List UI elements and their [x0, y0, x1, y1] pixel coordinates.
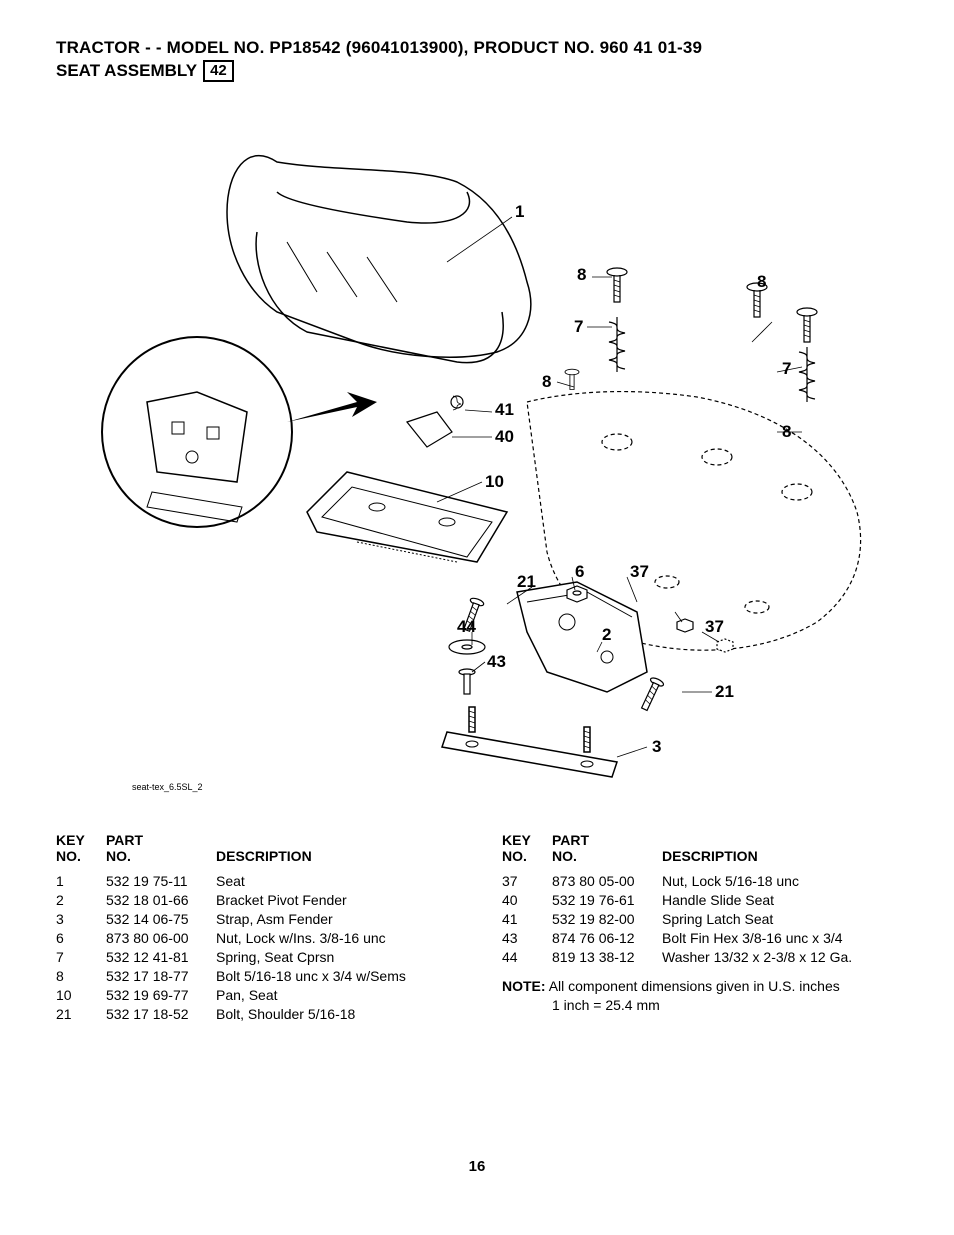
assembly-number-box: 42 — [203, 60, 234, 82]
svg-text:8: 8 — [757, 272, 766, 291]
exploded-diagram: 1 8 8 7 7 8 8 41 40 10 21 6 37 37 44 43 … — [77, 112, 877, 792]
cell-key: 21 — [56, 1005, 106, 1024]
svg-text:3: 3 — [652, 737, 661, 756]
cell-desc: Handle Slide Seat — [662, 891, 898, 910]
svg-text:21: 21 — [715, 682, 734, 701]
table-row: 43874 76 06-12Bolt Fin Hex 3/8-16 unc x … — [502, 929, 898, 948]
note-line1: All component dimensions given in U.S. i… — [549, 978, 840, 994]
svg-text:44: 44 — [457, 617, 476, 636]
table-row: 10532 19 69-77Pan, Seat — [56, 986, 452, 1005]
svg-text:8: 8 — [542, 372, 551, 391]
cell-key: 43 — [502, 929, 552, 948]
cell-part: 873 80 05-00 — [552, 872, 662, 891]
cell-key: 2 — [56, 891, 106, 910]
cell-part: 532 14 06-75 — [106, 910, 216, 929]
subtitle-text: SEAT ASSEMBLY — [56, 61, 197, 81]
note-label: NOTE: — [502, 978, 546, 994]
cell-key: 1 — [56, 872, 106, 891]
cell-part: 532 18 01-66 — [106, 891, 216, 910]
table-row: 41532 19 82-00Spring Latch Seat — [502, 910, 898, 929]
cell-part: 532 12 41-81 — [106, 948, 216, 967]
cell-part: 819 13 38-12 — [552, 948, 662, 967]
svg-text:43: 43 — [487, 652, 506, 671]
header-key: KEYNO. — [56, 832, 106, 864]
cell-desc: Bolt, Shoulder 5/16-18 — [216, 1005, 452, 1024]
svg-text:21: 21 — [517, 572, 536, 591]
cell-desc: Nut, Lock 5/16-18 unc — [662, 872, 898, 891]
table-row: 8532 17 18-77Bolt 5/16-18 unc x 3/4 w/Se… — [56, 967, 452, 986]
cell-desc: Seat — [216, 872, 452, 891]
cell-part: 532 19 82-00 — [552, 910, 662, 929]
svg-text:7: 7 — [574, 317, 583, 336]
svg-text:8: 8 — [577, 265, 586, 284]
cell-desc: Spring, Seat Cprsn — [216, 948, 452, 967]
svg-text:40: 40 — [495, 427, 514, 446]
svg-text:37: 37 — [630, 562, 649, 581]
page-title: TRACTOR - - MODEL NO. PP18542 (960410139… — [56, 38, 898, 58]
cell-key: 3 — [56, 910, 106, 929]
svg-text:6: 6 — [575, 562, 584, 581]
table-row: 21532 17 18-52Bolt, Shoulder 5/16-18 — [56, 1005, 452, 1024]
cell-desc: Nut, Lock w/Ins. 3/8-16 unc — [216, 929, 452, 948]
cell-part: 873 80 06-00 — [106, 929, 216, 948]
table-row: 7532 12 41-81Spring, Seat Cprsn — [56, 948, 452, 967]
cell-key: 7 — [56, 948, 106, 967]
cell-key: 40 — [502, 891, 552, 910]
table-row: 6873 80 06-00Nut, Lock w/Ins. 3/8-16 unc — [56, 929, 452, 948]
svg-text:2: 2 — [602, 625, 611, 644]
table-row: 2532 18 01-66Bracket Pivot Fender — [56, 891, 452, 910]
table-row: 44819 13 38-12Washer 13/32 x 2-3/8 x 12 … — [502, 948, 898, 967]
header-part: PARTNO. — [552, 832, 662, 864]
cell-desc: Spring Latch Seat — [662, 910, 898, 929]
page-number: 16 — [0, 1158, 954, 1175]
parts-right-column: KEYNO. PARTNO. DESCRIPTION 37873 80 05-0… — [502, 832, 898, 1024]
svg-text:41: 41 — [495, 400, 514, 419]
cell-key: 8 — [56, 967, 106, 986]
cell-part: 532 19 69-77 — [106, 986, 216, 1005]
cell-key: 10 — [56, 986, 106, 1005]
svg-text:8: 8 — [782, 422, 791, 441]
header-desc: DESCRIPTION — [216, 832, 452, 864]
table-row: 37873 80 05-00Nut, Lock 5/16-18 unc — [502, 872, 898, 891]
cell-part: 532 19 75-11 — [106, 872, 216, 891]
note-line2: 1 inch = 25.4 mm — [552, 997, 660, 1013]
cell-part: 874 76 06-12 — [552, 929, 662, 948]
cell-desc: Strap, Asm Fender — [216, 910, 452, 929]
header-key: KEYNO. — [502, 832, 552, 864]
header-part: PARTNO. — [106, 832, 216, 864]
cell-part: 532 17 18-52 — [106, 1005, 216, 1024]
cell-part: 532 19 76-61 — [552, 891, 662, 910]
cell-key: 44 — [502, 948, 552, 967]
table-row: 1532 19 75-11Seat — [56, 872, 452, 891]
diagram-label: seat-tex_6.5SL_2 — [132, 782, 203, 792]
cell-part: 532 17 18-77 — [106, 967, 216, 986]
cell-key: 41 — [502, 910, 552, 929]
table-row: 3532 14 06-75Strap, Asm Fender — [56, 910, 452, 929]
svg-text:37: 37 — [705, 617, 724, 636]
cell-key: 6 — [56, 929, 106, 948]
cell-desc: Washer 13/32 x 2-3/8 x 12 Ga. — [662, 948, 898, 967]
parts-table: KEYNO. PARTNO. DESCRIPTION 1532 19 75-11… — [56, 832, 898, 1024]
cell-desc: Bolt 5/16-18 unc x 3/4 w/Sems — [216, 967, 452, 986]
cell-desc: Bracket Pivot Fender — [216, 891, 452, 910]
page-subtitle: SEAT ASSEMBLY 42 — [56, 60, 898, 82]
svg-text:1: 1 — [515, 202, 524, 221]
cell-desc: Pan, Seat — [216, 986, 452, 1005]
table-row: 40532 19 76-61Handle Slide Seat — [502, 891, 898, 910]
parts-left-column: KEYNO. PARTNO. DESCRIPTION 1532 19 75-11… — [56, 832, 452, 1024]
header-desc: DESCRIPTION — [662, 832, 898, 864]
svg-text:10: 10 — [485, 472, 504, 491]
cell-key: 37 — [502, 872, 552, 891]
cell-desc: Bolt Fin Hex 3/8-16 unc x 3/4 — [662, 929, 898, 948]
note: NOTE: All component dimensions given in … — [502, 977, 898, 1015]
svg-text:7: 7 — [782, 359, 791, 378]
